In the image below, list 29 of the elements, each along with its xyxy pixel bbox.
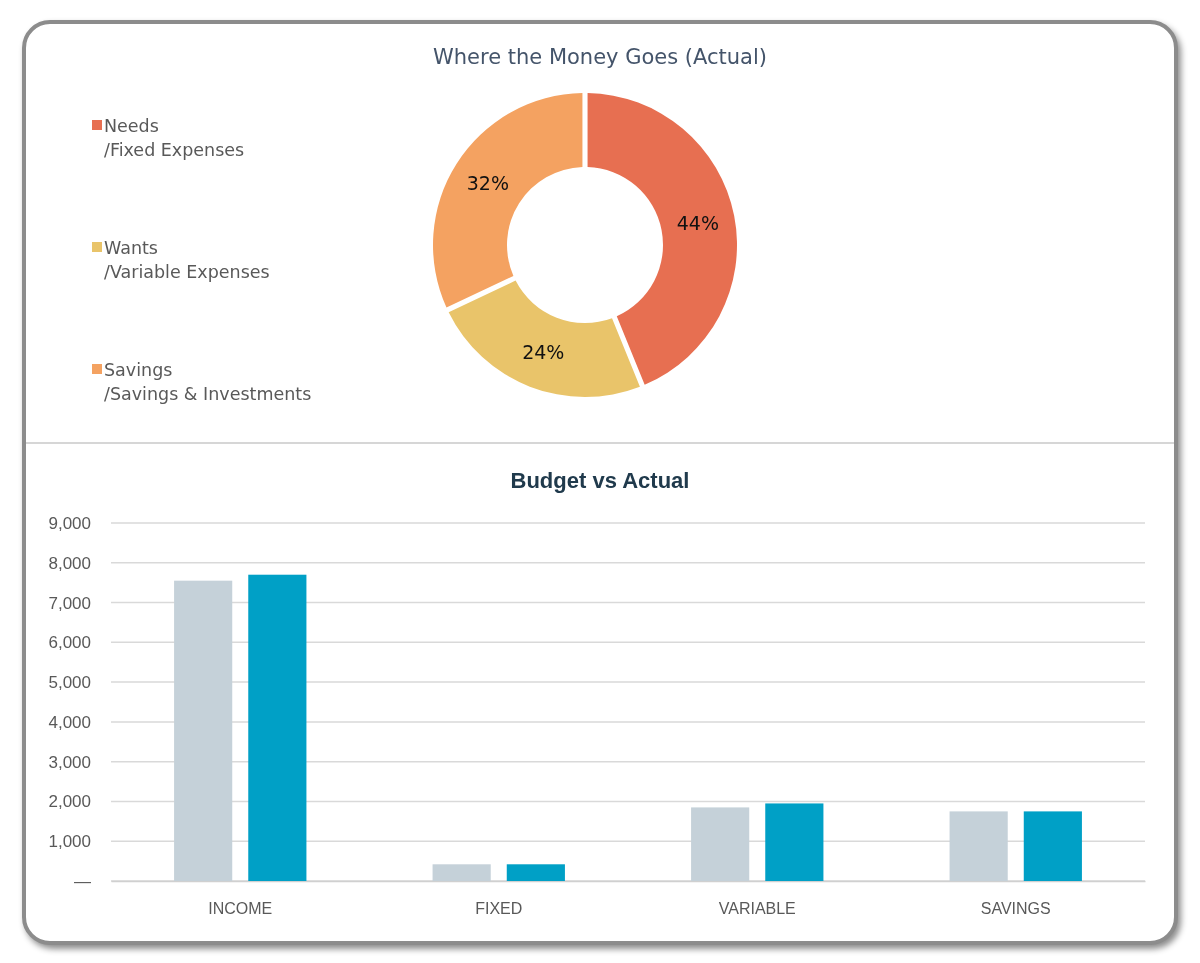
y-tick-label: 1,000 [48,832,91,852]
y-tick-label: 5,000 [48,673,91,693]
legend-label: Wants /Variable Expenses [104,238,270,282]
y-tick-label: — [74,871,91,891]
y-tick-label: 7,000 [48,593,91,613]
data-label: 44% [676,211,719,234]
legend-label: Savings /Savings & Investments [104,360,312,404]
chart-title: Budget vs Actual [510,468,690,493]
donut-slice [448,280,640,397]
y-tick-label: 3,000 [48,752,91,772]
y-tick-label: 2,000 [48,792,91,812]
y-tick-label: 4,000 [48,712,91,732]
chart-title: Where the Money Goes (Actual) [432,45,768,69]
data-label: 32% [466,172,509,195]
legend-label: Needs /Fixed Expenses [104,116,245,160]
bar [765,803,824,881]
y-tick-label: 9,000 [48,513,91,533]
x-tick-label: SAVINGS [980,900,1051,918]
data-label: 24% [522,340,565,363]
y-tick-label: 8,000 [48,553,91,573]
donut-slice [587,93,737,385]
x-tick-label: INCOME [208,900,273,918]
x-tick-label: VARIABLE [718,900,796,918]
y-tick-label: 6,000 [48,633,91,653]
bar [1023,811,1082,881]
donut-slice [433,93,583,308]
x-tick-label: FIXED [475,900,523,918]
bar [506,864,565,881]
bar [248,574,307,881]
